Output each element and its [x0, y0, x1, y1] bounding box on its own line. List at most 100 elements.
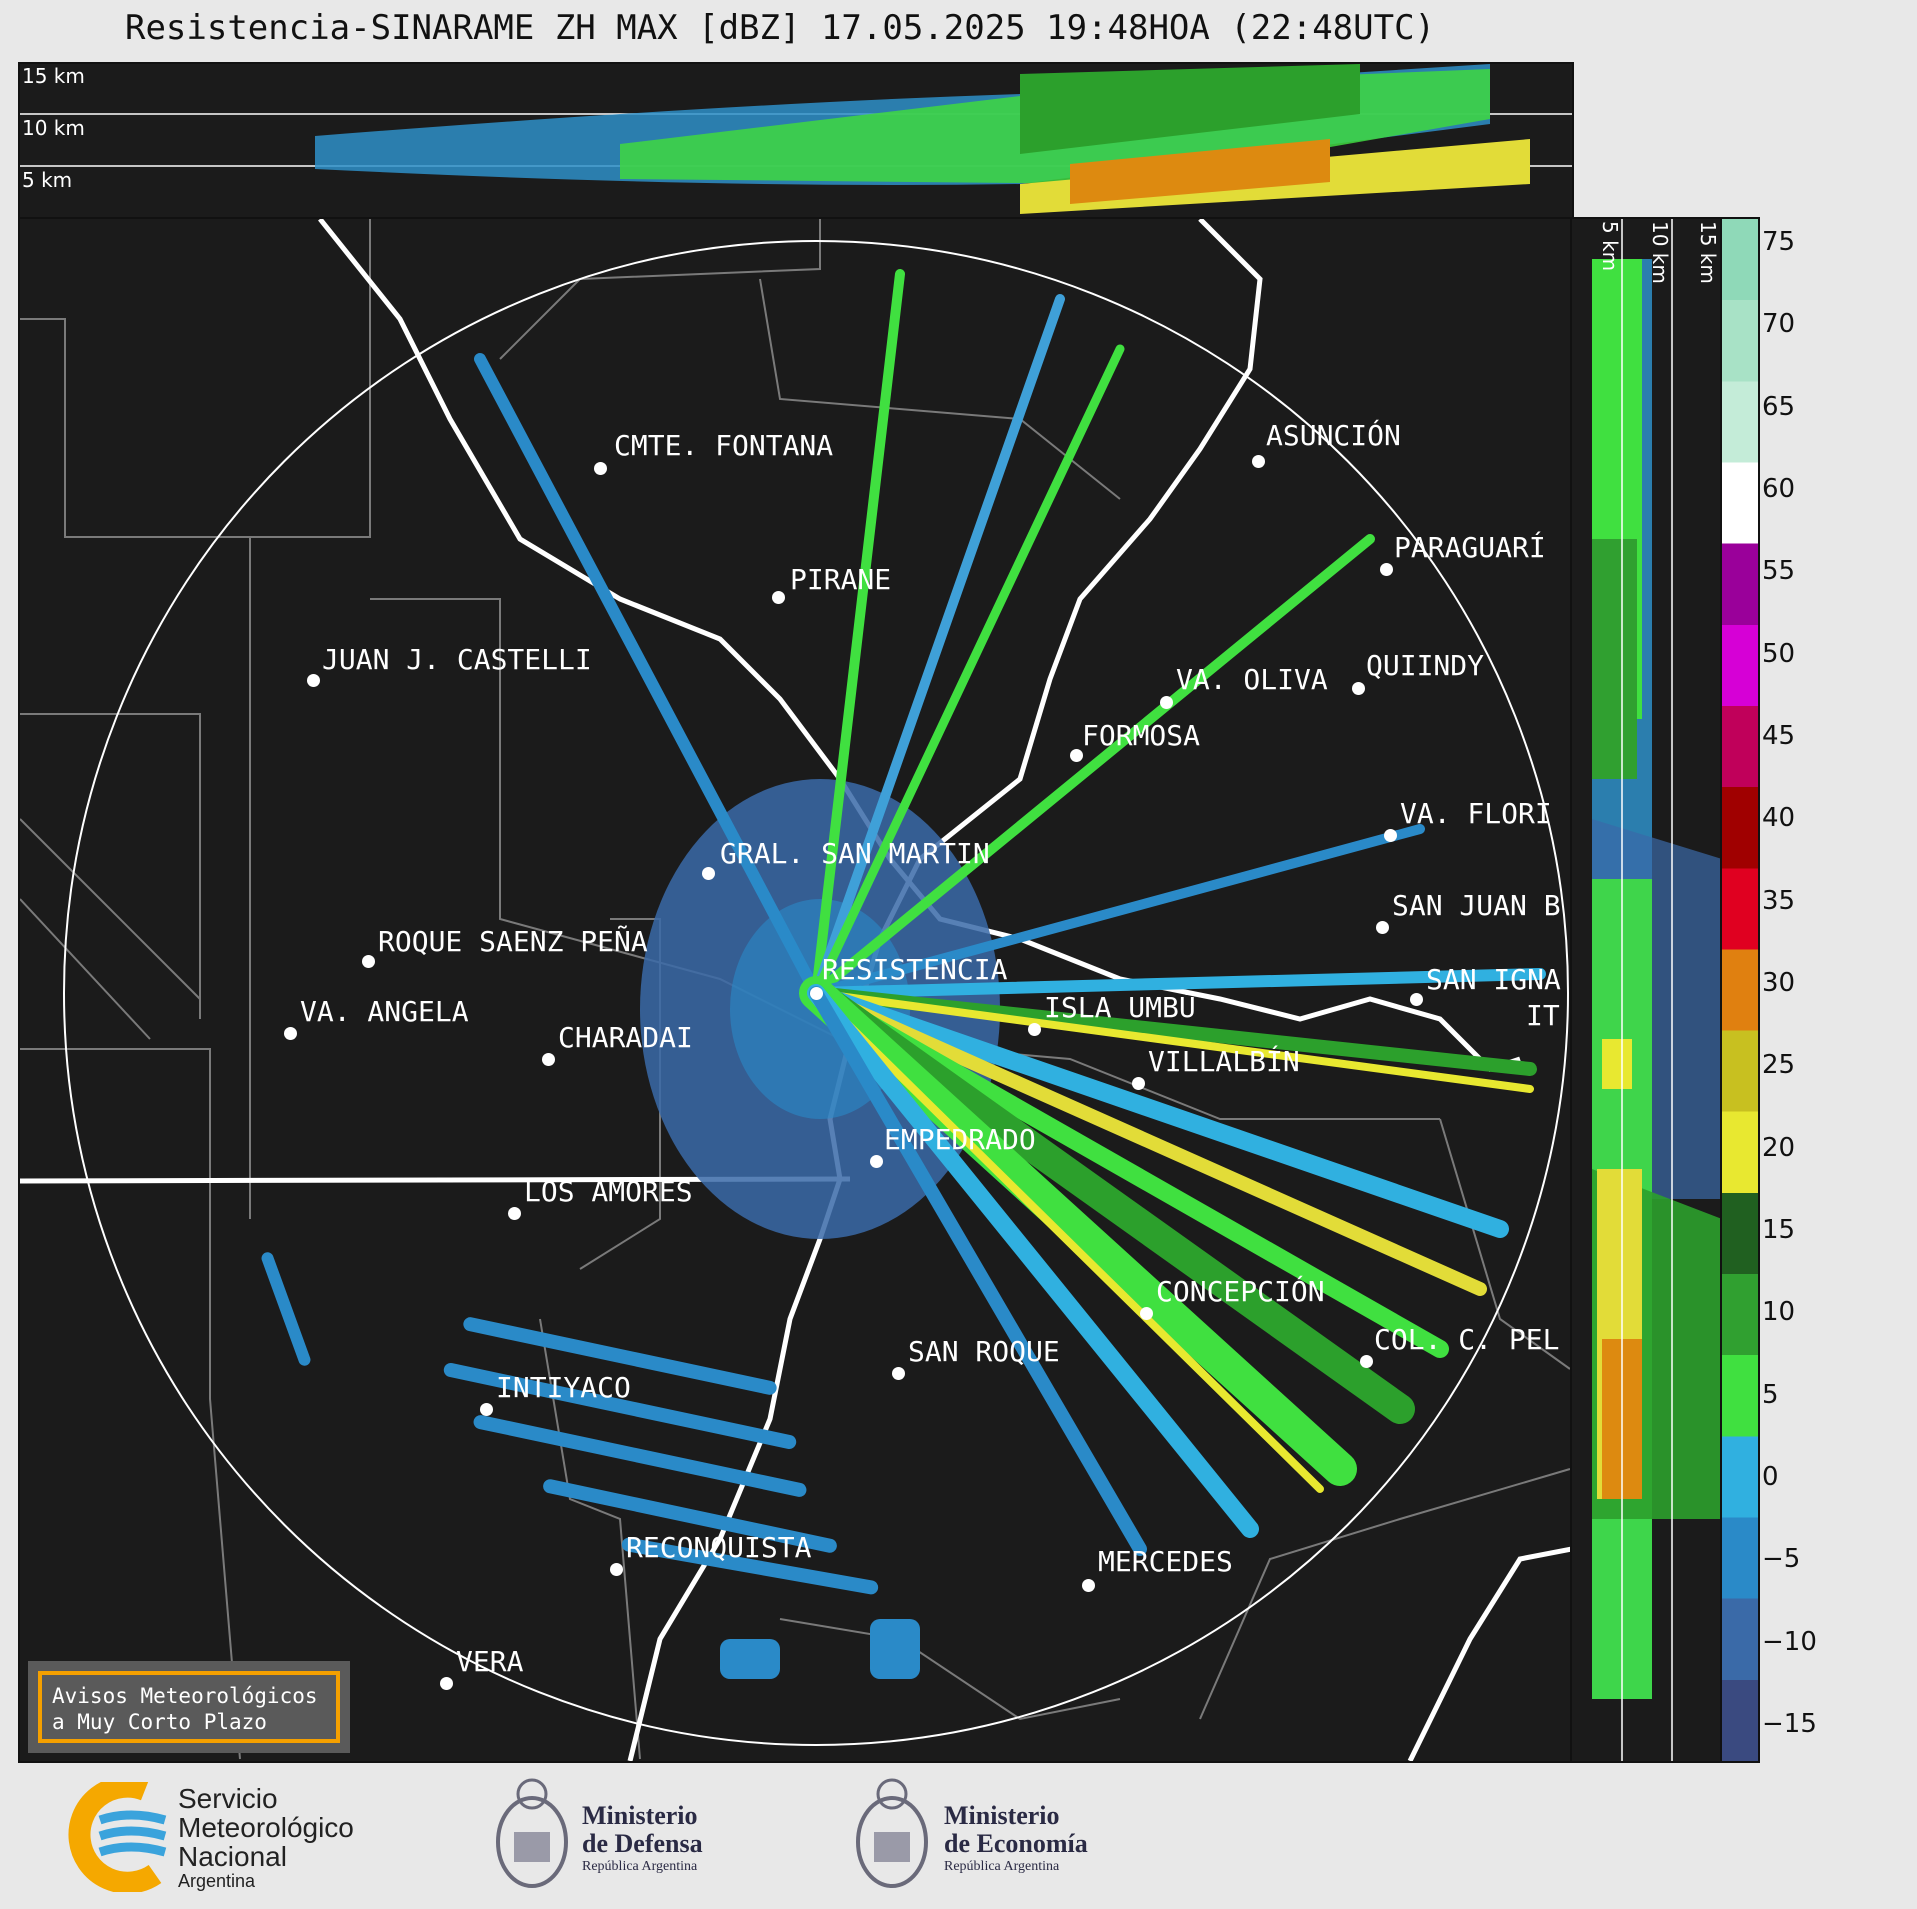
- colorbar-tick-label: 55: [1762, 556, 1796, 587]
- city-label: CMTE. FONTANA: [614, 429, 834, 462]
- colorbar-tick-label: 40: [1762, 803, 1796, 834]
- colorbar-tick-label: 45: [1762, 721, 1796, 751]
- colorbar-tick-label: −10: [1762, 1626, 1817, 1657]
- economia-line-1: Ministerio: [944, 1801, 1060, 1830]
- side-profile-echoes: [1592, 219, 1722, 1761]
- city-label: CHARADAI: [558, 1021, 693, 1054]
- notice-line-1: Avisos Meteorológicos: [52, 1684, 318, 1708]
- colorbar-tick-label: 70: [1762, 309, 1796, 340]
- notice-frame: Avisos Meteorológicos a Muy Corto Plazo: [38, 1671, 340, 1743]
- city-label: VERA: [456, 1645, 524, 1678]
- city-dot: [480, 1403, 493, 1416]
- city-label: IT: [1526, 999, 1560, 1032]
- city-label: GRAL. SAN MARTIN: [720, 837, 990, 870]
- city-label: RECONQUISTA: [626, 1531, 812, 1564]
- smn-line-4: Argentina: [178, 1871, 256, 1891]
- city-dot: [1082, 1579, 1095, 1592]
- top-profile-echoes: [20, 64, 1572, 214]
- notice-line-2: a Muy Corto Plazo: [52, 1710, 267, 1734]
- height-label-5km: 5 km: [22, 168, 73, 192]
- colorbar-tick-label: −5: [1762, 1544, 1801, 1575]
- defensa-seal-icon: [496, 1778, 568, 1888]
- city-dot: [1380, 563, 1393, 576]
- city-label: FORMOSA: [1082, 719, 1201, 752]
- city-dot: [1140, 1307, 1153, 1320]
- city-dot: [284, 1027, 297, 1040]
- city-label: VILLALBÍN: [1148, 1045, 1300, 1078]
- city-label: QUIINDY: [1366, 649, 1485, 682]
- city-label: JUAN J. CASTELLI: [322, 643, 592, 676]
- colorbar-tick-label: 20: [1762, 1132, 1796, 1163]
- smn-line-1: Servicio: [178, 1783, 278, 1814]
- city-label: MERCEDES: [1098, 1545, 1233, 1578]
- city-dot: [772, 591, 785, 604]
- city-label: SAN JUAN B: [1392, 889, 1561, 922]
- defensa-line-3: República Argentina: [582, 1859, 698, 1874]
- top-height-profile: 15 km 10 km 5 km: [18, 62, 1574, 221]
- city-dot: [542, 1053, 555, 1066]
- colorbar-tick-label: 10: [1762, 1297, 1796, 1328]
- colorbar-tick-label: 75: [1762, 227, 1796, 257]
- city-dot: [1384, 829, 1397, 842]
- footer-logos: Servicio Meteorológico Nacional Argentin…: [0, 1762, 1917, 1909]
- colorbar-tick-label: 15: [1762, 1215, 1796, 1245]
- defensa-line-1: Ministerio: [582, 1801, 698, 1830]
- side-height-profile: 5 km 10 km 15 km: [1570, 217, 1724, 1763]
- city-label: CONCEPCIÓN: [1156, 1275, 1325, 1308]
- economia-seal-icon: [856, 1778, 928, 1888]
- colorbar-tick-label: 0: [1762, 1462, 1779, 1492]
- city-label: COL. C. PEL: [1374, 1323, 1560, 1356]
- city-label: SAN ROQUE: [908, 1335, 1060, 1368]
- city-dot: [362, 955, 375, 968]
- city-label: ROQUE SAENZ PEÑA: [378, 925, 648, 958]
- city-label: ISLA UMBÚ: [1044, 991, 1196, 1024]
- economia-line-2: de Economía: [944, 1829, 1088, 1858]
- city-label: VA. FLORI: [1400, 797, 1552, 830]
- city-label: VA. ANGELA: [300, 995, 469, 1028]
- city-dot: [1070, 749, 1083, 762]
- radar-site-dot: [810, 987, 823, 1000]
- defensa-line-2: de Defensa: [582, 1829, 703, 1858]
- colorbar-tick-label: 50: [1762, 638, 1796, 669]
- height-label-15km: 15 km: [22, 64, 85, 88]
- city-label: EMPEDRADO: [884, 1123, 1036, 1156]
- city-label: PARAGUARÍ: [1394, 531, 1546, 564]
- city-label: LOS AMORES: [524, 1175, 693, 1208]
- city-dot: [1028, 1023, 1041, 1036]
- city-dot: [702, 867, 715, 880]
- smn-logo-icon: [68, 1782, 167, 1892]
- side-label-5km: 5 km: [1598, 221, 1622, 272]
- city-dot: [508, 1207, 521, 1220]
- city-label: ASUNCIÓN: [1266, 419, 1401, 452]
- colorbar-tick-label: 30: [1762, 968, 1796, 998]
- city-dot: [892, 1367, 905, 1380]
- city-dot: [1132, 1077, 1145, 1090]
- colorbar-tick-label: 65: [1762, 391, 1796, 422]
- city-dot: [1376, 921, 1389, 934]
- city-dot: [440, 1677, 453, 1690]
- city-dot: [610, 1563, 623, 1576]
- side-label-15km: 15 km: [1696, 221, 1720, 284]
- side-label-10km: 10 km: [1648, 221, 1672, 284]
- city-dot: [1352, 682, 1365, 695]
- colorbar-tick-label: 60: [1762, 474, 1796, 504]
- colorbar-tick-label: 25: [1762, 1050, 1796, 1081]
- city-dot: [594, 462, 607, 475]
- colorbar-tick-label: 35: [1762, 885, 1796, 916]
- radar-echo-layer: [20, 219, 1572, 1761]
- city-label-resistencia: RESISTENCIA: [822, 953, 1008, 986]
- economia-line-3: República Argentina: [944, 1859, 1060, 1874]
- city-label: SAN IGNA: [1426, 963, 1561, 996]
- smn-line-2: Meteorológico: [178, 1812, 354, 1843]
- city-label: VA. OLIVA: [1176, 663, 1328, 696]
- colorbar: [1720, 217, 1760, 1763]
- city-dot: [1252, 455, 1265, 468]
- city-dot: [1360, 1355, 1373, 1368]
- city-label: PIRANE: [790, 563, 892, 596]
- map-title: Resistencia-SINARAME ZH MAX [dBZ] 17.05.…: [124, 8, 1436, 48]
- city-dot: [1160, 696, 1173, 709]
- colorbar-tick-label: −15: [1762, 1709, 1817, 1739]
- city-label: INTIYACO: [496, 1371, 631, 1404]
- height-label-10km: 10 km: [22, 116, 85, 140]
- colorbar-tick-label: 5: [1762, 1379, 1779, 1410]
